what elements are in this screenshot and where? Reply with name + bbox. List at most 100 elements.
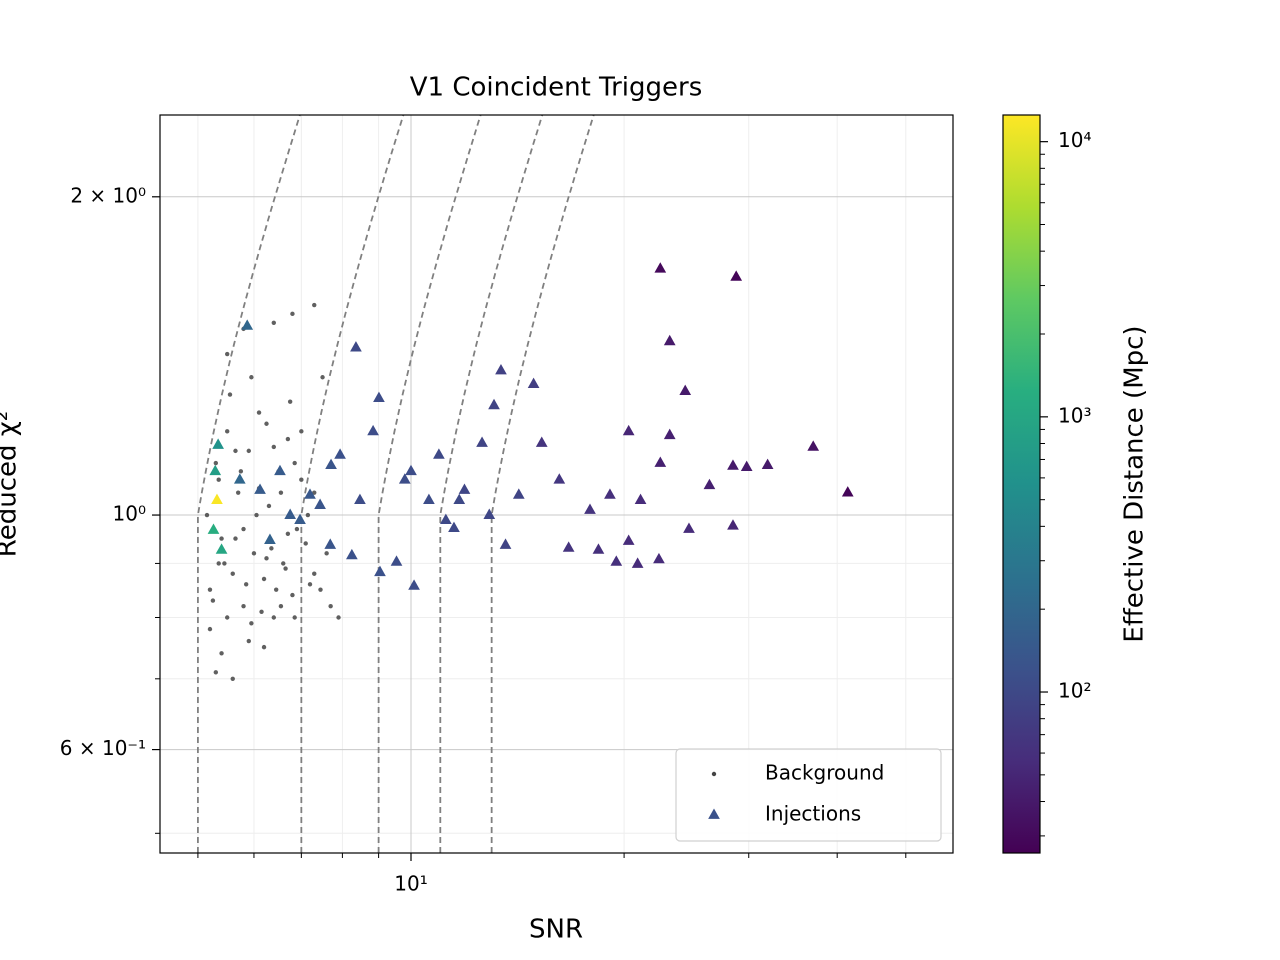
background-point <box>285 436 291 442</box>
background-point <box>233 448 238 454</box>
injection-point <box>233 473 246 484</box>
background-point <box>336 615 341 620</box>
injection-point <box>703 478 716 490</box>
injection-point <box>663 334 676 346</box>
injection-point <box>390 555 403 566</box>
injection-point <box>408 579 420 590</box>
contour-line <box>377 115 482 853</box>
injection-point <box>679 384 692 395</box>
injection-point <box>604 488 616 499</box>
injection-point <box>374 565 386 577</box>
legend-marker <box>708 808 720 819</box>
chart-title: V1 Coincident Triggers <box>410 73 703 103</box>
injection-point <box>807 440 820 451</box>
injection-point <box>294 513 306 525</box>
injection-point <box>367 424 379 436</box>
x-axis-label: SNR <box>529 915 583 945</box>
background-point <box>269 546 274 551</box>
background-point <box>233 536 238 541</box>
injection-point <box>527 377 540 389</box>
injection-point <box>610 555 623 566</box>
injection-point <box>740 460 753 472</box>
injection-point <box>535 436 548 447</box>
background-point <box>312 490 317 495</box>
injection-point <box>654 456 667 467</box>
y-tick-label: 2 × 10⁰ <box>70 183 146 207</box>
background-point <box>261 576 267 582</box>
background-point <box>238 469 244 474</box>
background-point <box>318 587 323 592</box>
x-tick-label: 10¹ <box>394 872 427 896</box>
injection-point <box>458 483 471 494</box>
background-point <box>290 311 295 317</box>
background-point <box>278 490 284 495</box>
injection-point <box>314 498 326 509</box>
background-point <box>264 556 269 561</box>
background-point <box>271 320 276 325</box>
injection-point <box>654 262 667 273</box>
injection-point <box>354 493 366 505</box>
background-point <box>219 651 224 656</box>
injection-point <box>841 486 854 497</box>
background-point <box>281 561 286 566</box>
background-point <box>290 592 295 598</box>
injection-point <box>622 534 635 545</box>
axes: 10¹ 6 × 10⁻¹ 10⁰ 2 × 10⁰ <box>60 183 907 896</box>
colorbar-label: Effective Distance (Mpc) <box>1120 325 1150 642</box>
background-point <box>254 512 259 518</box>
background-point <box>225 429 230 434</box>
legend-marker <box>711 771 717 777</box>
y-tick-label: 6 × 10⁻¹ <box>60 736 146 760</box>
background-point <box>328 603 333 609</box>
injection-point <box>334 448 346 459</box>
background-point <box>207 587 213 592</box>
background-point <box>292 615 297 620</box>
background-point <box>243 582 249 587</box>
contour-line <box>490 115 595 853</box>
contour-line <box>439 115 544 853</box>
y-axis-label: Reduced χ² <box>0 411 23 557</box>
colorbar-tick-label: 10³ <box>1058 403 1091 427</box>
background-point <box>235 490 241 495</box>
injection-point <box>761 458 774 469</box>
injection-point <box>211 493 223 505</box>
background-point <box>204 512 210 518</box>
background-point <box>299 477 304 482</box>
background-point <box>225 615 230 620</box>
injection-point <box>622 424 635 436</box>
background-point <box>207 626 213 632</box>
colorbar-tick-label: 10⁴ <box>1058 128 1091 152</box>
background-point <box>292 460 297 466</box>
background-point <box>278 603 284 609</box>
injection-point <box>592 543 605 554</box>
injection-point <box>304 488 316 499</box>
injection-point <box>730 270 743 281</box>
background-point <box>241 603 246 609</box>
injection-point <box>727 519 739 530</box>
background-point <box>246 638 251 644</box>
injection-point <box>727 459 739 470</box>
injection-point <box>512 488 525 499</box>
plot-area <box>197 115 854 853</box>
injection-point <box>284 508 297 519</box>
background-point <box>216 561 221 566</box>
y-tick-label: 10⁰ <box>113 502 146 526</box>
injection-point <box>683 522 695 533</box>
legend-label: Background <box>765 761 884 785</box>
background-point <box>287 399 293 404</box>
legend-label: Injections <box>765 802 861 826</box>
background-point <box>283 566 288 571</box>
injection-point <box>346 548 358 560</box>
injection-point <box>488 398 500 410</box>
injection-point <box>373 391 385 403</box>
background-point <box>307 582 313 587</box>
background-point <box>303 541 308 546</box>
injection-point <box>325 458 337 469</box>
background-point <box>213 460 219 466</box>
colorbar <box>1002 114 1041 854</box>
background-point <box>266 503 272 509</box>
injection-point <box>241 319 254 330</box>
injection-point <box>264 533 276 544</box>
injection-point <box>254 483 266 494</box>
